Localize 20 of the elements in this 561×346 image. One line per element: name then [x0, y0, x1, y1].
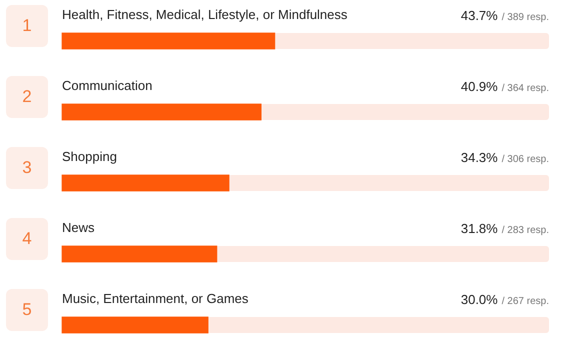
y-tick-label: Health, Fitness, Medical, Lifestyle, or Mindfulness [62, 7, 348, 22]
annotation: / 306 resp. [502, 154, 549, 165]
y-tick-label: Communication [62, 78, 152, 93]
data-label: 30.0% [460, 292, 498, 307]
annotation: / 283 resp. [502, 225, 549, 236]
y-tick-label: News [62, 220, 95, 235]
rank-badge: 4 [6, 218, 48, 260]
annotation: / 267 resp. [502, 296, 549, 307]
data-label: 34.3% [460, 150, 498, 165]
y-tick-label: Shopping [62, 149, 117, 164]
annotation: / 364 resp. [502, 83, 549, 94]
data-label: 43.7% [460, 8, 498, 23]
data-label: 31.8% [460, 221, 498, 236]
data-label: 40.9% [460, 79, 498, 94]
y-tick-label: Music, Entertainment, or Games [62, 291, 248, 306]
rank-badge: 2 [6, 76, 48, 118]
rank-badge: 1 [6, 5, 48, 47]
rank-badge: 3 [6, 147, 48, 189]
annotation: / 389 resp. [502, 12, 549, 23]
rank-badge: 5 [6, 289, 48, 331]
